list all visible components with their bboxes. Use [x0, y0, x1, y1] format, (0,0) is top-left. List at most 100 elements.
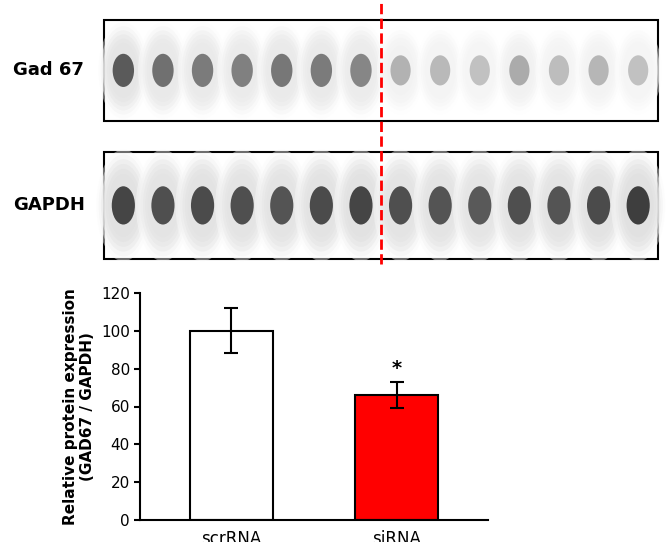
Ellipse shape	[226, 38, 259, 102]
Ellipse shape	[347, 43, 375, 98]
Ellipse shape	[98, 22, 148, 119]
Ellipse shape	[113, 54, 134, 87]
Ellipse shape	[583, 173, 614, 237]
Ellipse shape	[580, 169, 617, 242]
Ellipse shape	[417, 27, 464, 114]
Ellipse shape	[299, 26, 344, 114]
Ellipse shape	[587, 186, 610, 224]
Ellipse shape	[385, 42, 416, 99]
Ellipse shape	[270, 186, 293, 224]
Ellipse shape	[178, 22, 228, 119]
Y-axis label: Relative protein expression
(GAD67 / GAPDH): Relative protein expression (GAD67 / GAP…	[63, 288, 96, 525]
Ellipse shape	[536, 27, 582, 114]
Ellipse shape	[140, 159, 185, 251]
Ellipse shape	[306, 173, 337, 237]
Ellipse shape	[220, 159, 265, 251]
Ellipse shape	[623, 42, 654, 99]
Ellipse shape	[373, 150, 428, 261]
Ellipse shape	[422, 169, 458, 242]
Ellipse shape	[536, 159, 581, 251]
Ellipse shape	[103, 30, 144, 111]
Ellipse shape	[185, 169, 220, 242]
Ellipse shape	[611, 150, 665, 261]
Ellipse shape	[96, 150, 150, 261]
Ellipse shape	[425, 42, 456, 99]
Ellipse shape	[574, 154, 623, 256]
Ellipse shape	[255, 150, 309, 261]
Ellipse shape	[138, 22, 188, 119]
Ellipse shape	[381, 164, 421, 247]
Ellipse shape	[458, 30, 501, 111]
Ellipse shape	[387, 45, 414, 95]
Ellipse shape	[109, 43, 138, 98]
Ellipse shape	[504, 42, 535, 99]
Ellipse shape	[107, 38, 140, 102]
Ellipse shape	[549, 55, 569, 86]
Ellipse shape	[217, 22, 267, 119]
Ellipse shape	[350, 54, 371, 87]
Ellipse shape	[299, 159, 344, 251]
Ellipse shape	[497, 159, 542, 251]
Ellipse shape	[579, 34, 618, 107]
Ellipse shape	[455, 154, 504, 256]
Ellipse shape	[377, 27, 424, 114]
Ellipse shape	[460, 164, 500, 247]
Ellipse shape	[500, 34, 539, 107]
Bar	[190, 331, 273, 520]
Ellipse shape	[625, 45, 652, 95]
Ellipse shape	[224, 35, 261, 106]
Ellipse shape	[391, 55, 411, 86]
Ellipse shape	[311, 54, 332, 87]
Ellipse shape	[343, 169, 379, 242]
Ellipse shape	[464, 173, 495, 237]
Text: GAPDH: GAPDH	[13, 196, 86, 215]
Ellipse shape	[101, 159, 146, 251]
Ellipse shape	[349, 186, 373, 224]
Ellipse shape	[453, 150, 507, 261]
Bar	[355, 395, 438, 520]
Ellipse shape	[230, 186, 254, 224]
Ellipse shape	[187, 173, 218, 237]
Ellipse shape	[464, 42, 495, 99]
Ellipse shape	[547, 186, 570, 224]
Ellipse shape	[540, 34, 578, 107]
Ellipse shape	[495, 154, 544, 256]
Ellipse shape	[430, 55, 450, 86]
Ellipse shape	[542, 38, 576, 103]
Ellipse shape	[112, 186, 135, 224]
Ellipse shape	[575, 27, 622, 114]
Ellipse shape	[301, 164, 341, 247]
Ellipse shape	[145, 169, 181, 242]
Text: scrRNA: scrRNA	[210, 0, 275, 3]
Ellipse shape	[589, 55, 609, 86]
Ellipse shape	[619, 34, 658, 107]
Ellipse shape	[618, 164, 658, 247]
Bar	[104, 152, 658, 259]
Ellipse shape	[218, 154, 267, 256]
Ellipse shape	[379, 30, 422, 111]
Ellipse shape	[421, 34, 460, 107]
Ellipse shape	[544, 42, 574, 99]
Ellipse shape	[180, 159, 225, 251]
Ellipse shape	[259, 26, 305, 114]
Ellipse shape	[504, 173, 535, 237]
Ellipse shape	[222, 164, 263, 247]
Ellipse shape	[617, 30, 660, 111]
Ellipse shape	[231, 54, 253, 87]
Ellipse shape	[136, 150, 190, 261]
Ellipse shape	[152, 54, 174, 87]
Text: siRNA: siRNA	[493, 0, 546, 3]
Ellipse shape	[192, 54, 213, 87]
Ellipse shape	[226, 173, 258, 237]
Ellipse shape	[615, 27, 662, 114]
Ellipse shape	[628, 55, 648, 86]
Ellipse shape	[383, 169, 418, 242]
Ellipse shape	[418, 159, 462, 251]
Ellipse shape	[415, 154, 465, 256]
Ellipse shape	[466, 45, 493, 95]
Ellipse shape	[257, 22, 307, 119]
Ellipse shape	[186, 38, 219, 102]
Ellipse shape	[425, 173, 456, 237]
Ellipse shape	[222, 30, 263, 111]
Ellipse shape	[470, 55, 490, 86]
